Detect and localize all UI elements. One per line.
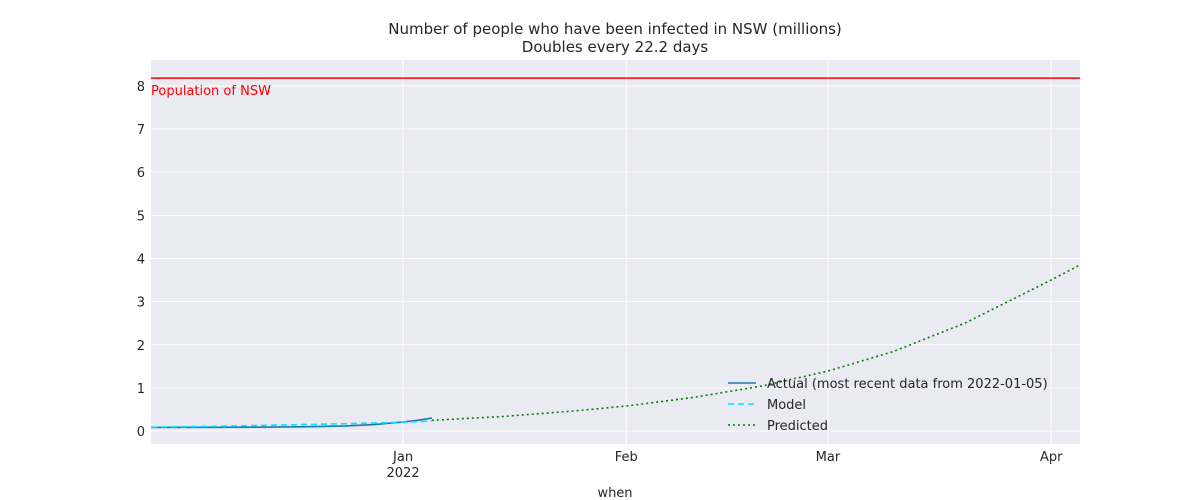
legend-label: Model [767, 398, 806, 413]
series-line-2 [150, 420, 432, 428]
y-tick-label: 3 [137, 296, 145, 311]
x-tick-label: Apr [1040, 450, 1063, 465]
reference-line-group: Population of NSW [151, 77, 1080, 99]
y-tick-label: 4 [137, 252, 145, 267]
x-tick-label: Feb [615, 450, 638, 465]
reference-line-label: Population of NSW [151, 84, 271, 99]
chart-title: Number of people who have been infected … [388, 20, 842, 38]
series-line-3 [431, 264, 1081, 422]
x-tick-label: Mar [816, 450, 841, 465]
y-tick-label: 5 [137, 209, 145, 224]
series-line-1 [150, 417, 433, 429]
y-tick-label: 7 [137, 123, 145, 138]
x-axis-label: when [597, 486, 632, 500]
y-axis: 0 1 2 3 4 5 6 7 8 [137, 80, 145, 440]
x-tick-sublabel: 2022 [387, 466, 420, 481]
series-group [150, 264, 1081, 429]
y-tick-label: 8 [137, 80, 145, 95]
plot-area [151, 60, 1080, 444]
y-tick-label: 1 [137, 382, 145, 397]
legend-label: Predicted [767, 419, 828, 434]
chart-subtitle: Doubles every 22.2 days [522, 38, 709, 56]
y-tick-label: 0 [137, 425, 145, 440]
x-tick-label: Jan [392, 450, 413, 465]
y-tick-label: 6 [137, 166, 145, 181]
legend-label: Actual (most recent data from 2022-01-05… [767, 377, 1048, 392]
y-tick-label: 2 [137, 339, 145, 354]
grid [151, 60, 1080, 444]
legend: Actual (most recent data from 2022-01-05… [728, 377, 1048, 434]
